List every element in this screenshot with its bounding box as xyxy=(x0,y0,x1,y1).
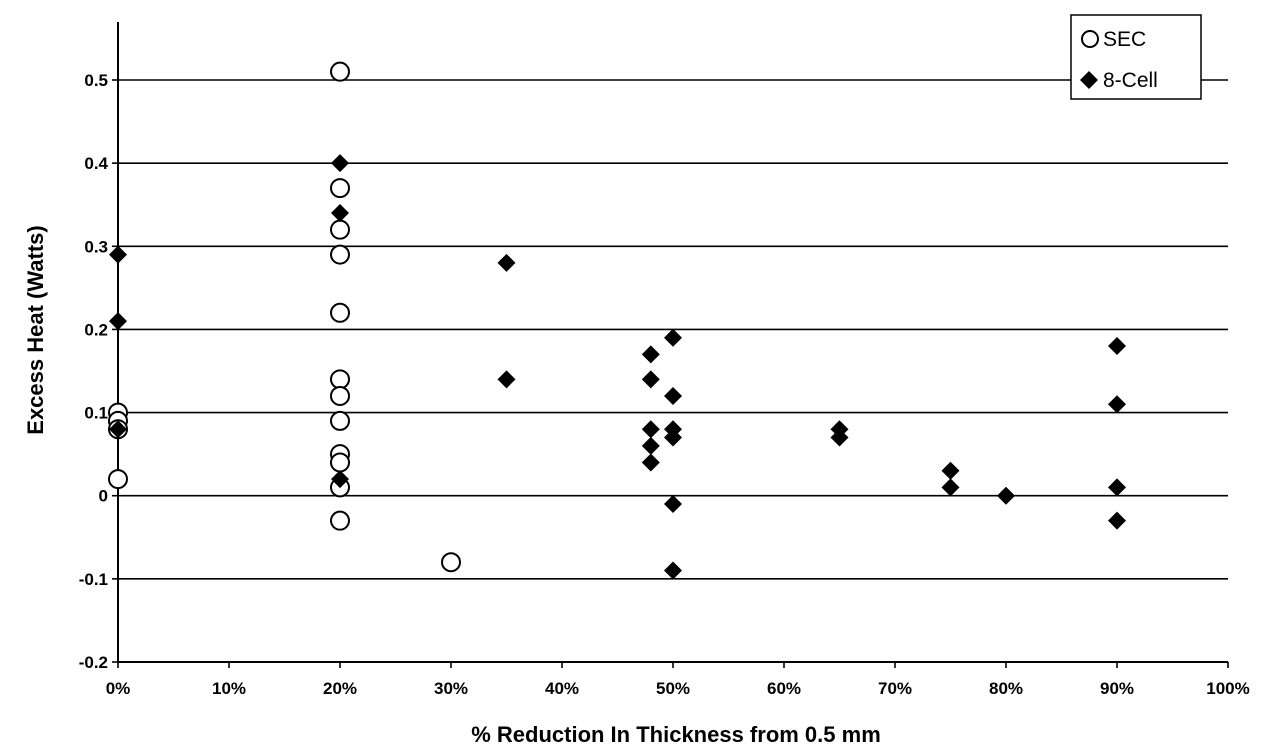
y-axis-title: Excess Heat (Watts) xyxy=(23,225,48,434)
y-tick-label: 0.1 xyxy=(84,404,108,423)
x-tick-label: 80% xyxy=(989,679,1023,698)
eight-cell-point xyxy=(331,470,349,489)
eight-cell-point xyxy=(941,461,960,480)
x-tick-label: 90% xyxy=(1100,679,1134,698)
eight-cell-point xyxy=(641,436,660,455)
eight-cell-point xyxy=(1108,337,1126,356)
y-tick-label: 0.3 xyxy=(84,237,108,256)
eight-cell-point xyxy=(641,420,660,439)
x-tick-label: 10% xyxy=(212,679,246,698)
eight-cell-point xyxy=(830,428,849,447)
sec-point xyxy=(330,510,350,531)
y-tick-label: -0.2 xyxy=(79,653,108,672)
eight-cell-point xyxy=(997,486,1015,505)
gridlines xyxy=(118,79,1228,580)
sec-point xyxy=(330,385,350,406)
ticks: -0.2 -0.1 0 0.1 0.2 0.3 0.4 0.5 0% 10% 20% 30% 40% 50… xyxy=(79,71,1250,698)
legend-8cell-marker xyxy=(1080,71,1098,89)
eight-cell-point xyxy=(641,345,660,364)
x-tick-label: 60% xyxy=(767,679,801,698)
eight-cell-point xyxy=(664,386,682,405)
eight-cell-point xyxy=(109,245,127,264)
sec-point xyxy=(441,552,461,573)
y-tick-label: 0.5 xyxy=(84,71,108,90)
eight-cell-point xyxy=(664,495,682,514)
sec-point xyxy=(330,61,350,82)
x-tick-label: 100% xyxy=(1206,679,1249,698)
eight-cell-point xyxy=(497,253,516,272)
eight-cell-point xyxy=(331,204,349,223)
y-tick-label: -0.1 xyxy=(79,570,108,589)
eight-cell-point xyxy=(641,370,660,389)
legend-sec-label: SEC xyxy=(1103,28,1146,51)
y-tick-label: 0 xyxy=(99,487,108,506)
x-tick-label: 30% xyxy=(434,679,468,698)
sec-point xyxy=(330,369,350,390)
legend-sec-marker xyxy=(1081,30,1099,48)
sec-point xyxy=(330,219,350,240)
eight-cell-point xyxy=(497,370,516,389)
eight-cell-point xyxy=(1108,511,1126,530)
eight-cell-point xyxy=(664,561,682,580)
eight-cell-point xyxy=(664,328,682,347)
eight-cell-point xyxy=(641,453,660,472)
x-tick-label: 0% xyxy=(106,679,131,698)
sec-point xyxy=(330,410,350,431)
x-tick-label: 20% xyxy=(323,679,357,698)
data-points xyxy=(108,61,1126,580)
eight-cell-point xyxy=(331,154,349,173)
sec-point xyxy=(330,452,350,473)
sec-point xyxy=(330,178,350,199)
eight-cell-point xyxy=(1108,395,1126,414)
x-axis-title: % Reduction In Thickness from 0.5 mm xyxy=(471,722,881,747)
x-tick-label: 50% xyxy=(656,679,690,698)
x-tick-label: 70% xyxy=(878,679,912,698)
legend: SEC 8-Cell xyxy=(1070,14,1202,100)
sec-point xyxy=(108,469,128,490)
sec-point xyxy=(330,302,350,323)
eight-cell-point xyxy=(941,478,960,497)
eight-cell-point xyxy=(109,420,127,439)
legend-8cell-label: 8-Cell xyxy=(1103,69,1158,92)
eight-cell-point xyxy=(109,312,127,331)
y-tick-label: 0.2 xyxy=(84,320,108,339)
eight-cell-point xyxy=(664,428,682,447)
y-tick-label: 0.4 xyxy=(84,154,108,173)
eight-cell-point xyxy=(1108,478,1126,497)
sec-point xyxy=(330,244,350,265)
x-tick-label: 40% xyxy=(545,679,579,698)
